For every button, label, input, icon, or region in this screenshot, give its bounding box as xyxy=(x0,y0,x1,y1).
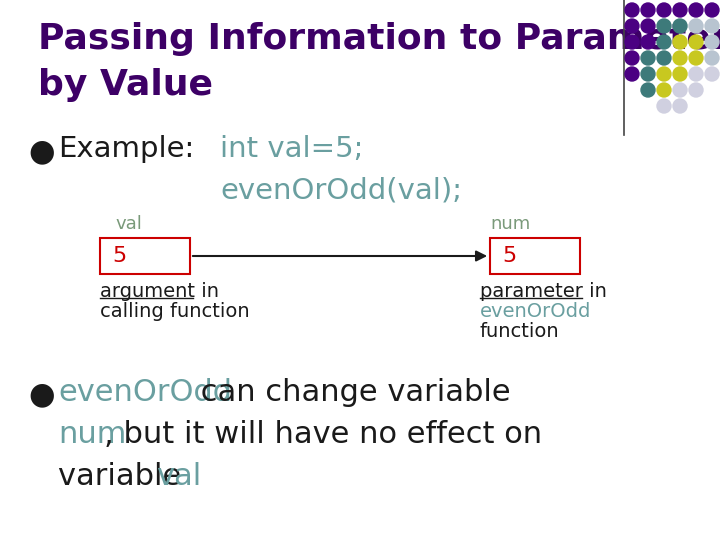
Text: 5: 5 xyxy=(112,246,126,266)
Text: num: num xyxy=(490,215,530,233)
Text: by Value: by Value xyxy=(38,68,213,102)
Text: num: num xyxy=(58,420,127,449)
Circle shape xyxy=(641,35,655,49)
Circle shape xyxy=(689,3,703,17)
Text: evenOrOdd: evenOrOdd xyxy=(58,378,232,407)
Circle shape xyxy=(705,19,719,33)
Bar xyxy=(100,238,190,274)
Text: function: function xyxy=(480,322,559,341)
Circle shape xyxy=(625,51,639,65)
Circle shape xyxy=(689,35,703,49)
Circle shape xyxy=(689,51,703,65)
Text: argument in: argument in xyxy=(100,282,219,301)
Circle shape xyxy=(673,3,687,17)
Circle shape xyxy=(641,19,655,33)
Text: can change variable: can change variable xyxy=(191,378,510,407)
Text: variable: variable xyxy=(58,462,191,491)
Text: , but it will have no effect on: , but it will have no effect on xyxy=(104,420,542,449)
Circle shape xyxy=(673,99,687,113)
Bar xyxy=(490,238,580,274)
Circle shape xyxy=(689,83,703,97)
Text: evenOrOdd(val);: evenOrOdd(val); xyxy=(220,177,462,205)
Text: ●: ● xyxy=(28,380,55,409)
Circle shape xyxy=(657,51,671,65)
Text: val: val xyxy=(115,215,142,233)
Circle shape xyxy=(641,3,655,17)
Circle shape xyxy=(625,67,639,81)
Circle shape xyxy=(705,67,719,81)
Circle shape xyxy=(689,67,703,81)
Circle shape xyxy=(673,83,687,97)
Circle shape xyxy=(689,19,703,33)
Circle shape xyxy=(673,67,687,81)
Circle shape xyxy=(657,67,671,81)
Circle shape xyxy=(641,51,655,65)
Circle shape xyxy=(657,99,671,113)
Circle shape xyxy=(657,3,671,17)
Text: val: val xyxy=(156,462,202,491)
Circle shape xyxy=(673,19,687,33)
Text: evenOrOdd: evenOrOdd xyxy=(480,302,591,321)
Text: ●: ● xyxy=(28,137,55,166)
Text: 5: 5 xyxy=(502,246,516,266)
Circle shape xyxy=(641,67,655,81)
Circle shape xyxy=(657,35,671,49)
Circle shape xyxy=(641,83,655,97)
Circle shape xyxy=(657,83,671,97)
Circle shape xyxy=(625,35,639,49)
Text: calling function: calling function xyxy=(100,302,250,321)
Text: Passing Information to Parameters: Passing Information to Parameters xyxy=(38,22,720,56)
Text: Example:: Example: xyxy=(58,135,194,163)
Circle shape xyxy=(625,19,639,33)
Circle shape xyxy=(673,51,687,65)
Text: int val=5;: int val=5; xyxy=(220,135,364,163)
Circle shape xyxy=(705,3,719,17)
Circle shape xyxy=(705,35,719,49)
Circle shape xyxy=(657,19,671,33)
Circle shape xyxy=(673,35,687,49)
Circle shape xyxy=(625,3,639,17)
Circle shape xyxy=(705,51,719,65)
Text: parameter in: parameter in xyxy=(480,282,607,301)
